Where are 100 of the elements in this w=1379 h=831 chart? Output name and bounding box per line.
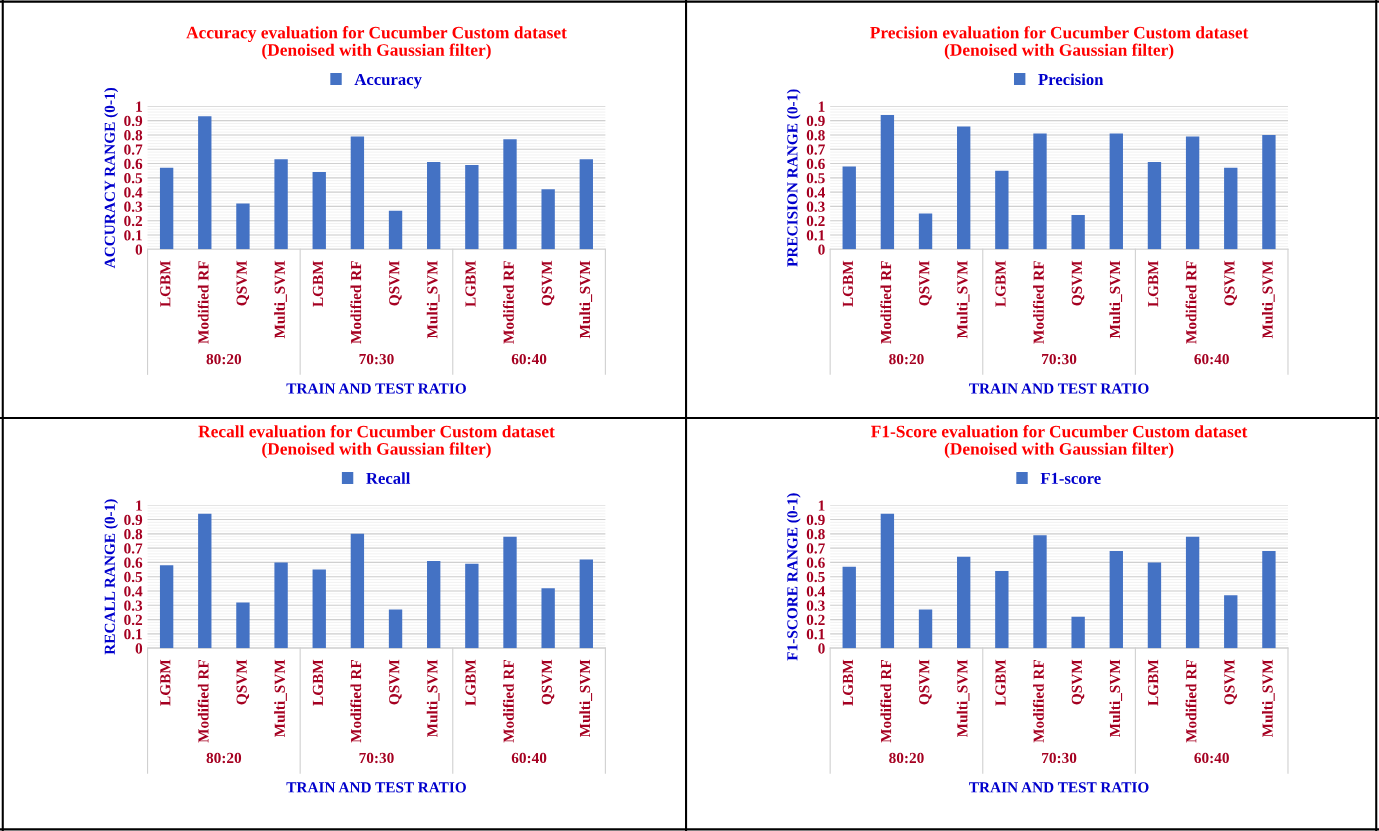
x-tick-label: LGBM bbox=[160, 260, 171, 307]
x-tick-label: LGBM bbox=[312, 260, 324, 307]
x-tick-label: LGBM bbox=[995, 260, 1006, 307]
x-tick-label: LGBM bbox=[465, 659, 476, 706]
bar bbox=[1185, 136, 1200, 250]
chart-subtitle: (Denoised with Gaussian filter) bbox=[944, 43, 1174, 60]
bar bbox=[1033, 535, 1047, 649]
x-tick-label: QSVM bbox=[1071, 659, 1085, 705]
y-tick-label: 0.7 bbox=[124, 543, 143, 554]
text: 70:30 bbox=[1042, 752, 1077, 764]
x-tick-label: Multi_SVM bbox=[274, 659, 287, 738]
x-tick-label: Modified RF bbox=[880, 261, 892, 344]
x-tick-label: Modified RF bbox=[1185, 261, 1197, 344]
y-tick-label: 0.1 bbox=[806, 629, 825, 640]
y-tick-label: 0.9 bbox=[806, 115, 825, 127]
y-tick-label: 1 bbox=[136, 101, 142, 112]
bar bbox=[503, 139, 517, 250]
bar bbox=[503, 536, 517, 649]
bar bbox=[198, 513, 212, 649]
bar bbox=[236, 203, 250, 250]
y-tick-label: 0.1 bbox=[806, 230, 825, 241]
chart-subtitle: (Denoised with Gaussian filter) bbox=[262, 442, 491, 459]
bar bbox=[1185, 536, 1200, 649]
y-tick-label: 0.3 bbox=[124, 201, 143, 212]
text: 70:30 bbox=[359, 353, 394, 365]
x-tick-label: QSVM bbox=[1224, 659, 1237, 705]
bar bbox=[465, 563, 479, 649]
y-tick-label: 0 bbox=[135, 643, 143, 654]
text: 60:40 bbox=[1194, 353, 1229, 365]
x-tick-label: Modified RF bbox=[502, 261, 514, 344]
y-tick-label: 0.6 bbox=[806, 158, 825, 170]
bar bbox=[1147, 562, 1162, 649]
x-tick-label: QSVM bbox=[389, 659, 402, 705]
y-tick-label: 0.4 bbox=[124, 187, 143, 198]
bar bbox=[1071, 616, 1085, 649]
y-axis-title: ACCURACY RANGE (0-1) bbox=[104, 87, 119, 269]
x-tick-label: QSVM bbox=[389, 260, 402, 306]
chart-title: F1-Score evaluation for Cucumber Custom dataset bbox=[871, 425, 1248, 438]
x-tick-label: Modified RF bbox=[880, 660, 892, 743]
y-axis-title: PRECISION RANGE (0-1) bbox=[786, 89, 801, 267]
x-tick-label: Multi_SVM bbox=[579, 260, 593, 339]
y-tick-label: 0.7 bbox=[806, 543, 825, 554]
bar bbox=[1109, 133, 1123, 250]
y-tick-label: 0.3 bbox=[124, 600, 143, 611]
x-tick-label: QSVM bbox=[236, 260, 250, 306]
x-tick-label: QSVM bbox=[541, 659, 555, 705]
legend-label: Recall bbox=[366, 472, 411, 484]
y-tick-label: 0.7 bbox=[124, 144, 143, 155]
bar bbox=[427, 560, 441, 649]
x-tick-label: LGBM bbox=[160, 659, 171, 706]
x-tick-label: Modified RF bbox=[350, 261, 362, 344]
legend-label: Accuracy bbox=[354, 73, 422, 89]
x-tick-label: LGBM bbox=[312, 659, 324, 706]
bar bbox=[427, 162, 441, 250]
x-axis-title: TRAIN AND TEST RATIO bbox=[969, 782, 1149, 793]
y-tick-label: 1 bbox=[818, 500, 825, 511]
bar bbox=[350, 533, 365, 649]
x-tick-label: Multi_SVM bbox=[1109, 659, 1123, 738]
bar bbox=[198, 116, 212, 250]
chart-subtitle: (Denoised with Gaussian filter) bbox=[262, 43, 491, 60]
bar bbox=[1071, 215, 1085, 250]
bar bbox=[957, 126, 971, 250]
x-axis-title: TRAIN AND TEST RATIO bbox=[969, 383, 1149, 394]
bar bbox=[880, 513, 895, 649]
x-tick-label: Multi_SVM bbox=[274, 260, 287, 339]
text: 70:30 bbox=[1042, 353, 1077, 365]
y-tick-label: 0.9 bbox=[124, 115, 143, 127]
bar bbox=[541, 588, 555, 649]
y-tick-label: 0.6 bbox=[124, 158, 143, 170]
x-tick-label: Modified RF bbox=[197, 261, 209, 344]
y-tick-label: 0 bbox=[818, 244, 825, 255]
y-tick-label: 0 bbox=[135, 244, 143, 255]
y-tick-label: 0 bbox=[818, 643, 825, 654]
y-tick-label: 0.6 bbox=[124, 557, 143, 568]
y-tick-label: 1 bbox=[136, 500, 142, 511]
bar bbox=[312, 172, 326, 250]
y-tick-label: 0.5 bbox=[124, 172, 143, 184]
bar bbox=[1262, 550, 1276, 649]
bar bbox=[1109, 550, 1123, 649]
y-tick-label: 0.1 bbox=[124, 629, 142, 640]
text: 80:20 bbox=[889, 752, 924, 764]
y-tick-label: 0.2 bbox=[124, 614, 143, 626]
x-tick-label: Modified RF bbox=[350, 660, 362, 743]
bar bbox=[1224, 167, 1238, 250]
text: 60:40 bbox=[511, 752, 547, 764]
bar bbox=[842, 566, 856, 649]
text: 80:20 bbox=[206, 353, 242, 365]
text: 80:20 bbox=[206, 752, 242, 764]
x-tick-label: Multi_SVM bbox=[1109, 260, 1123, 339]
bar bbox=[1033, 133, 1047, 250]
x-tick-label: Modified RF bbox=[502, 660, 514, 743]
y-tick-label: 0.9 bbox=[124, 514, 143, 526]
y-tick-label: 0.2 bbox=[124, 215, 143, 227]
x-tick-label: Multi_SVM bbox=[579, 659, 593, 738]
y-tick-label: 0.3 bbox=[806, 201, 825, 212]
y-tick-label: 0.4 bbox=[124, 586, 143, 597]
bar bbox=[957, 556, 971, 649]
legend-label: Precision bbox=[1038, 73, 1104, 86]
y-tick-label: 0.5 bbox=[124, 571, 143, 583]
chart-title: Accuracy evaluation for Cucumber Custom dataset bbox=[186, 26, 567, 43]
